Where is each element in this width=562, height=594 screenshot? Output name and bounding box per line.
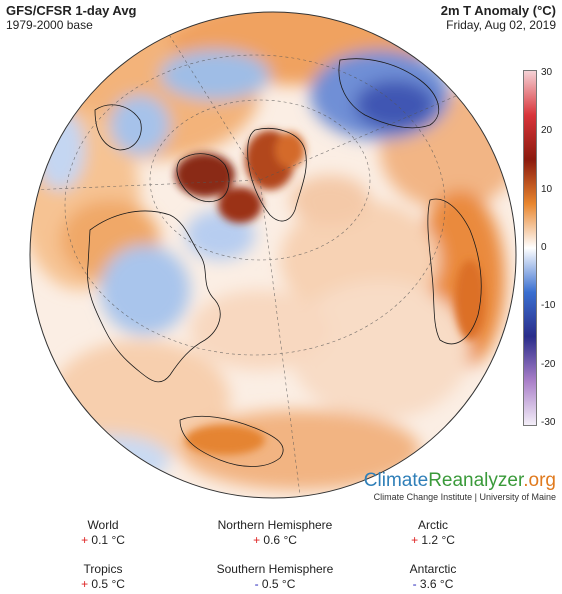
stat-arctic: Arctic + 1.2 °C <box>348 518 518 548</box>
colorbar-tick: 20 <box>541 125 553 137</box>
colorbar-tick: -30 <box>541 417 556 428</box>
colorbar-tick: -10 <box>541 300 556 312</box>
stat-value: - 0.5 °C <box>190 577 360 592</box>
stat-sign: - <box>412 577 417 591</box>
stat-label: Northern Hemisphere <box>217 518 333 532</box>
stat-southern-hemisphere: Southern Hemisphere - 0.5 °C <box>190 562 360 592</box>
stat-label: World <box>87 518 119 532</box>
colorbar-tick: 0 <box>541 242 547 253</box>
stat-value: + 1.2 °C <box>348 533 518 548</box>
globe-disc <box>30 12 516 498</box>
stat-label: Antarctic <box>409 562 457 576</box>
stat-number: 1.2 °C <box>418 533 455 547</box>
variable-title: 2m T Anomaly (°C) <box>440 3 556 18</box>
brand-climate: Climate <box>363 470 429 491</box>
variable-block: 2m T Anomaly (°C) Friday, Aug 02, 2019 <box>441 3 556 33</box>
colorbar-tick: -20 <box>541 358 556 370</box>
colorbar <box>523 70 537 426</box>
map-date: Friday, Aug 02, 2019 <box>446 18 556 32</box>
stat-value: + 0.6 °C <box>190 533 360 548</box>
colorbar-tick: 30 <box>541 67 553 78</box>
stat-sign: + <box>253 533 261 547</box>
stat-value: + 0.5 °C <box>18 577 188 592</box>
stat-northern-hemisphere: Northern Hemisphere + 0.6 °C <box>190 518 360 548</box>
stat-antarctic: Antarctic - 3.6 °C <box>348 562 518 592</box>
brand-reanalyzer: Reanalyzer <box>428 470 524 491</box>
stat-label: Tropics <box>83 562 123 576</box>
stat-sign: + <box>411 533 419 547</box>
title-block: GFS/CFSR 1-day Avg 1979-2000 base <box>6 3 137 33</box>
stat-label: Southern Hemisphere <box>216 562 334 576</box>
map-title: GFS/CFSR 1-day Avg <box>6 3 137 18</box>
stat-number: 0.5 °C <box>88 577 125 591</box>
stat-number: 0.5 °C <box>258 577 296 591</box>
stat-label: Arctic <box>418 518 448 532</box>
stat-world: World + 0.1 °C <box>18 518 188 548</box>
stat-value: + 0.1 °C <box>18 533 188 548</box>
colorbar-tick: 10 <box>541 183 553 195</box>
graticule <box>30 19 471 496</box>
base-period: 1979-2000 base <box>6 18 93 32</box>
stat-number: 0.1 °C <box>88 533 125 547</box>
stat-sign: + <box>81 577 89 591</box>
brand-block: ClimateReanalyzer.org Climate Change Ins… <box>364 470 556 503</box>
coastlines <box>87 58 482 467</box>
brand-org: .org <box>523 470 556 491</box>
brand-subtitle: Climate Change Institute | University of… <box>373 492 556 502</box>
stat-sign: - <box>254 577 259 591</box>
stat-number: 3.6 °C <box>416 577 454 591</box>
stat-sign: + <box>81 533 89 547</box>
stat-number: 0.6 °C <box>260 533 297 547</box>
globe-outline <box>29 11 517 499</box>
stat-tropics: Tropics + 0.5 °C <box>18 562 188 592</box>
brand-logo: ClimateReanalyzer.org <box>364 470 556 492</box>
stat-value: - 3.6 °C <box>348 577 518 592</box>
